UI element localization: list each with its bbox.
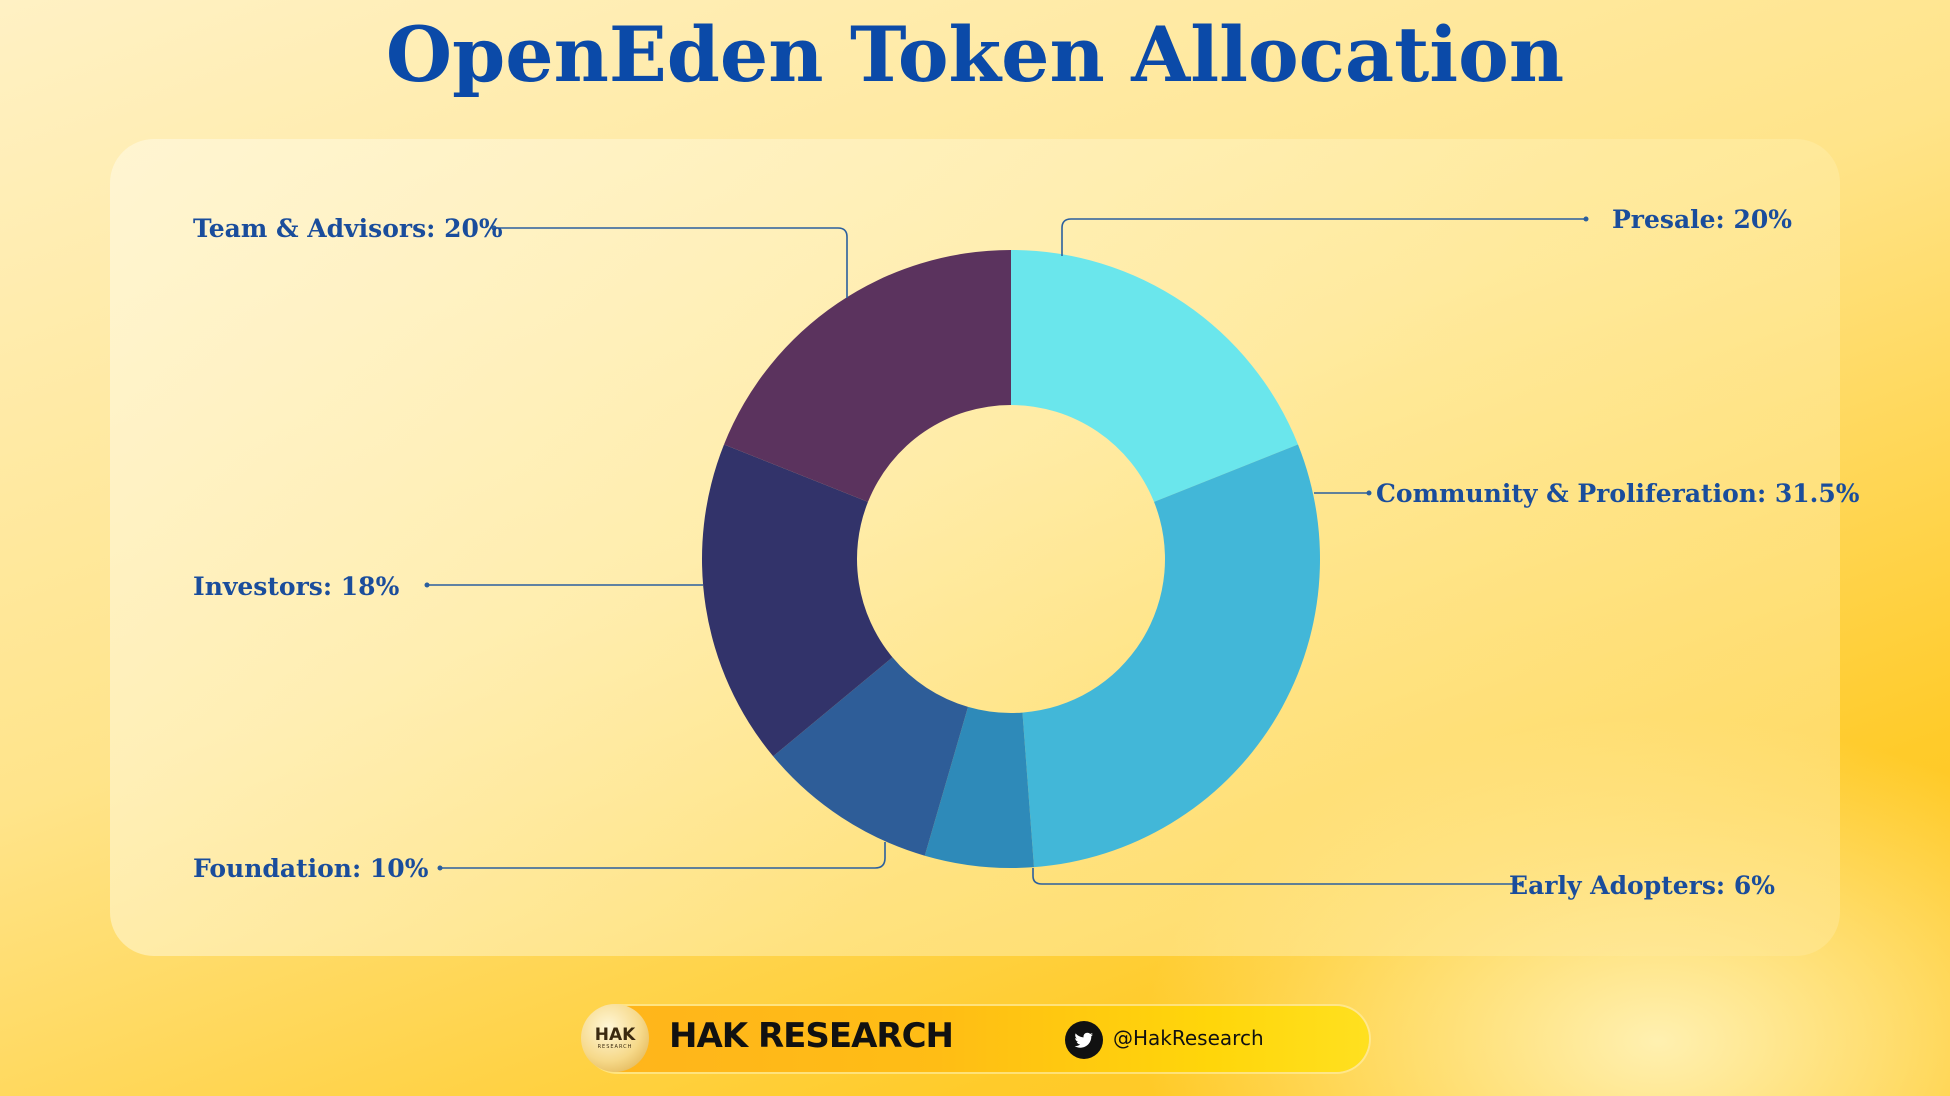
leader-line-foundation — [440, 842, 886, 869]
leader-tip-investors — [424, 582, 430, 588]
slice-team-advisors — [724, 250, 1011, 502]
leader-line-presale — [1061, 218, 1586, 256]
twitter-handle[interactable]: @HakResearch — [1113, 1026, 1264, 1050]
leader-tip-community-proliferation — [1366, 490, 1372, 496]
donut-slices — [702, 250, 1320, 869]
leader-tip-presale — [1583, 216, 1589, 222]
logo-subtext: RESEARCH — [597, 1043, 633, 1050]
leader-lines — [424, 216, 1589, 887]
slice-foundation — [773, 657, 969, 856]
slice-label-early-adopters: Early Adopters: 6% — [1509, 871, 1775, 900]
slice-early-adopters — [924, 706, 1034, 869]
leader-tip-early-adopters — [1518, 881, 1524, 887]
slice-labels: Presale: 20% Community & Proliferation: 3… — [193, 205, 1860, 900]
slice-label-investors: Investors: 18% — [193, 572, 400, 601]
slice-label-community-proliferation: Community & Proliferation: 31.5% — [1376, 479, 1860, 508]
twitter-icon[interactable] — [1065, 1021, 1103, 1059]
slice-label-foundation: Foundation: 10% — [193, 854, 429, 883]
slice-presale — [1011, 250, 1298, 502]
leader-tip-foundation — [437, 865, 443, 871]
leader-line-team-advisors — [494, 227, 848, 298]
slice-label-team-advisors: Team & Advisors: 20% — [193, 214, 503, 243]
footer-banner: HAK RESEARCH HAK RESEARCH @HakResearch — [581, 1004, 1369, 1072]
slice-community-proliferation — [1022, 444, 1320, 868]
slice-investors — [702, 444, 893, 757]
chart-title: OpenEden Token Allocation — [385, 10, 1565, 99]
hak-logo: HAK RESEARCH — [581, 1004, 649, 1072]
logo-mark: HAK — [594, 1024, 636, 1045]
brand-name: HAK RESEARCH — [669, 1016, 954, 1056]
leader-line-early-adopters — [1032, 868, 1521, 885]
slice-label-presale: Presale: 20% — [1612, 205, 1792, 234]
leader-tip-team-advisors — [491, 225, 497, 231]
